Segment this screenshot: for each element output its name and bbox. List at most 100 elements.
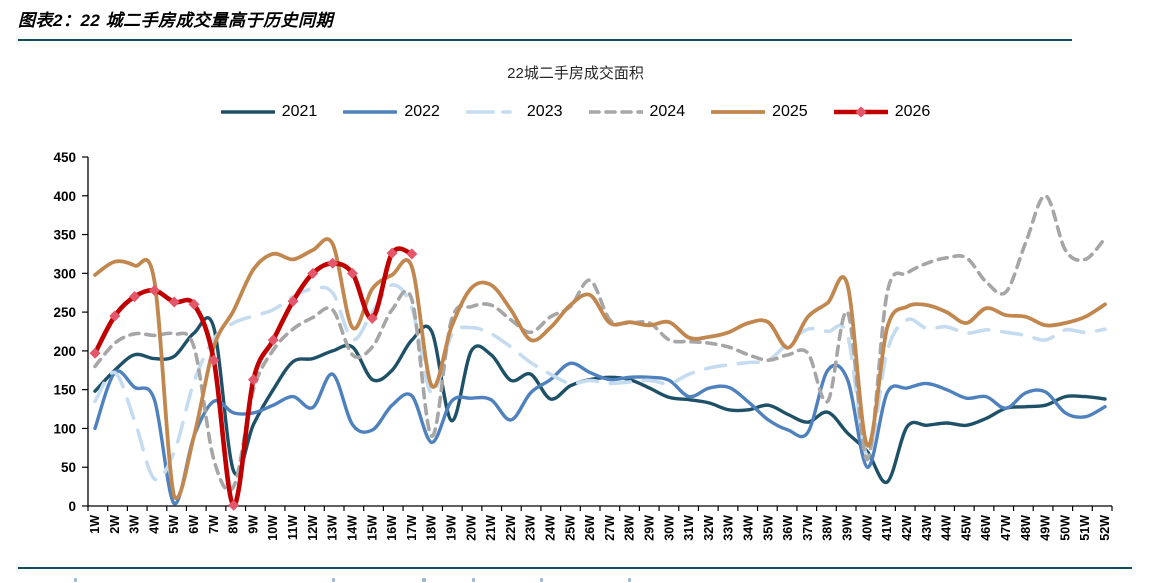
svg-text:52W: 52W <box>1098 515 1112 541</box>
svg-text:2W: 2W <box>108 515 122 534</box>
svg-text:49W: 49W <box>1039 515 1053 541</box>
legend-label-2022: 2022 <box>404 103 440 120</box>
series-marker-2026 <box>129 291 141 303</box>
series-marker-2026 <box>366 312 378 324</box>
svg-text:200: 200 <box>53 344 76 359</box>
series-marker-2026 <box>267 334 279 346</box>
legend-item-2023: 2023 <box>465 103 563 121</box>
chart-title: 22城二手房成交面积 <box>507 65 644 82</box>
svg-text:18W: 18W <box>425 515 439 541</box>
svg-text:32W: 32W <box>702 515 716 541</box>
svg-text:33W: 33W <box>722 515 736 541</box>
svg-text:9W: 9W <box>246 515 260 534</box>
legend-label-2026: 2026 <box>894 103 931 120</box>
svg-text:1W: 1W <box>88 515 102 534</box>
svg-text:10W: 10W <box>266 515 280 541</box>
svg-text:31W: 31W <box>682 515 696 541</box>
legend-item-2025: 2025 <box>711 103 808 121</box>
svg-text:24W: 24W <box>543 515 557 541</box>
svg-text:34W: 34W <box>742 515 756 541</box>
svg-text:3W: 3W <box>128 515 142 534</box>
legend-item-2021: 2021 <box>220 103 318 121</box>
svg-text:25W: 25W <box>563 515 577 541</box>
svg-text:100: 100 <box>53 421 76 436</box>
legend-label-2023: 2023 <box>526 103 563 120</box>
series-marker-2026 <box>346 267 358 279</box>
legend-label-2024: 2024 <box>649 103 686 120</box>
svg-text:7W: 7W <box>207 515 221 534</box>
svg-text:26W: 26W <box>583 515 597 541</box>
svg-text:17W: 17W <box>405 515 419 541</box>
svg-text:20W: 20W <box>464 515 478 541</box>
legend-item-2022: 2022 <box>343 103 440 121</box>
legend-swatch-2021 <box>220 110 275 114</box>
svg-text:0: 0 <box>68 499 76 514</box>
series-line-2021 <box>93 316 1107 484</box>
svg-text:4W: 4W <box>147 515 161 534</box>
svg-text:36W: 36W <box>781 515 795 541</box>
svg-text:29W: 29W <box>643 515 657 541</box>
svg-text:48W: 48W <box>1019 515 1033 541</box>
series-marker-2026 <box>168 296 180 308</box>
series-line-2025 <box>93 237 1107 501</box>
svg-text:16W: 16W <box>385 515 399 541</box>
svg-text:8W: 8W <box>227 515 241 534</box>
svg-text:400: 400 <box>53 189 76 204</box>
series-marker-2026 <box>208 354 220 366</box>
svg-text:15W: 15W <box>365 515 379 541</box>
svg-text:41W: 41W <box>880 515 894 541</box>
svg-text:12W: 12W <box>306 515 320 541</box>
svg-text:39W: 39W <box>841 515 855 541</box>
legend-swatch-2026 <box>833 106 888 118</box>
legend-item-2026: 2026 <box>833 103 931 121</box>
svg-text:30W: 30W <box>662 515 676 541</box>
series-line-2024 <box>93 194 1107 493</box>
svg-text:44W: 44W <box>940 515 954 541</box>
figure-title: 图表2：22 城二手房成交量高于历史同期 <box>18 11 334 30</box>
footer-divider <box>18 567 1132 569</box>
svg-text:35W: 35W <box>761 515 775 541</box>
svg-text:21W: 21W <box>484 515 498 541</box>
svg-text:37W: 37W <box>801 515 815 541</box>
header-divider <box>18 39 1072 41</box>
svg-text:40W: 40W <box>860 515 874 541</box>
svg-text:150: 150 <box>53 383 76 398</box>
series-marker-2026 <box>287 295 299 307</box>
series-marker-2026 <box>327 257 339 269</box>
chart-legend: 2021 2022 2023 2024 2025 2026 <box>0 103 1151 121</box>
svg-text:19W: 19W <box>444 515 458 541</box>
svg-text:6W: 6W <box>187 515 201 534</box>
svg-text:38W: 38W <box>821 515 835 541</box>
svg-text:14W: 14W <box>345 515 359 541</box>
svg-text:47W: 47W <box>999 515 1013 541</box>
svg-text:350: 350 <box>53 228 76 243</box>
svg-text:11W: 11W <box>286 515 300 540</box>
svg-text:450: 450 <box>53 150 76 165</box>
series-line-2022 <box>93 361 1107 506</box>
svg-text:22W: 22W <box>504 515 518 541</box>
svg-text:42W: 42W <box>900 515 914 541</box>
legend-swatch-2025 <box>711 110 766 114</box>
series-marker-2026 <box>307 267 319 279</box>
legend-label-2025: 2025 <box>772 103 808 120</box>
series-marker-2026 <box>148 284 160 296</box>
svg-text:5W: 5W <box>167 515 181 534</box>
svg-text:23W: 23W <box>524 515 538 541</box>
svg-text:13W: 13W <box>326 515 340 541</box>
legend-swatch-2023 <box>465 110 520 114</box>
svg-text:46W: 46W <box>979 515 993 541</box>
legend-swatch-2022 <box>343 110 398 114</box>
legend-swatch-2024 <box>588 110 643 114</box>
svg-text:27W: 27W <box>603 515 617 541</box>
clipped-source-note <box>0 578 1151 583</box>
series-line-2023 <box>93 283 1107 482</box>
svg-text:50W: 50W <box>1058 515 1072 541</box>
svg-text:250: 250 <box>53 305 76 320</box>
svg-text:51W: 51W <box>1078 515 1092 541</box>
svg-text:43W: 43W <box>920 515 934 541</box>
legend-label-2021: 2021 <box>281 103 318 120</box>
svg-text:45W: 45W <box>959 515 973 541</box>
svg-text:300: 300 <box>53 266 76 281</box>
svg-text:28W: 28W <box>623 515 637 541</box>
